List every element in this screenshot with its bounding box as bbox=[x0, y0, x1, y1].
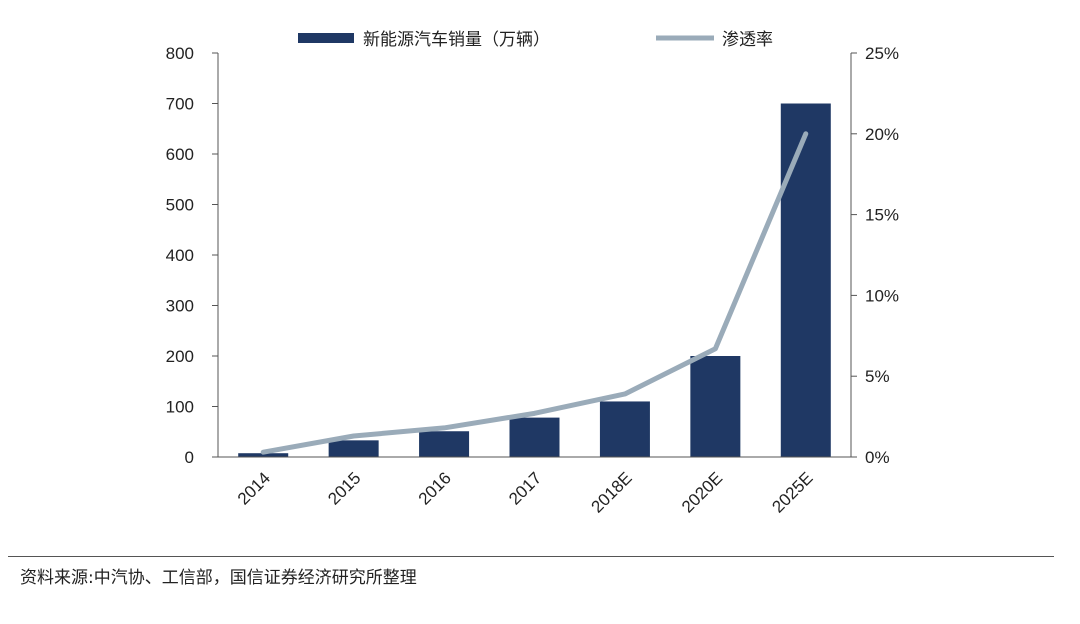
left-tick-label: 500 bbox=[166, 196, 194, 215]
left-tick-label: 400 bbox=[166, 246, 194, 265]
x-tick-label: 2014 bbox=[234, 468, 274, 508]
x-tick-label: 2017 bbox=[505, 468, 545, 508]
bar-series bbox=[238, 103, 831, 457]
x-tick-label: 2025E bbox=[768, 468, 816, 516]
bar bbox=[690, 356, 741, 457]
legend-line-label: 渗透率 bbox=[722, 30, 773, 50]
chart-svg: 新能源汽车销量（万辆） 渗透率 0 100 200 300 400 500 600 700 800… bbox=[166, 30, 899, 517]
right-tick-label: 0% bbox=[865, 448, 890, 467]
source-divider bbox=[8, 556, 1054, 557]
x-tick-label: 2016 bbox=[415, 468, 455, 508]
bar bbox=[780, 103, 831, 457]
legend: 新能源汽车销量（万辆） 渗透率 bbox=[298, 30, 773, 50]
right-tick-label: 15% bbox=[865, 206, 899, 225]
bar bbox=[599, 401, 650, 457]
left-tick-label: 700 bbox=[166, 95, 194, 114]
left-tick-label: 100 bbox=[166, 398, 194, 417]
left-tick-label: 300 bbox=[166, 297, 194, 316]
right-axis: 0% 5% 10% 15% 20% 25% bbox=[850, 44, 899, 467]
left-tick-label: 0 bbox=[185, 448, 194, 467]
x-tick-label: 2020E bbox=[678, 468, 726, 516]
x-axis: 2014 2015 2016 2017 2018E 2020E 2025E bbox=[218, 456, 851, 517]
x-tick-label: 2015 bbox=[324, 468, 364, 508]
right-tick-label: 25% bbox=[865, 44, 899, 63]
bar bbox=[328, 440, 379, 457]
x-tick-label: 2018E bbox=[588, 468, 636, 516]
left-axis: 0 100 200 300 400 500 600 700 800 bbox=[166, 44, 219, 467]
bar bbox=[238, 453, 289, 457]
right-tick-label: 10% bbox=[865, 286, 899, 305]
left-tick-label: 800 bbox=[166, 44, 194, 63]
legend-bar-swatch bbox=[298, 33, 354, 43]
left-tick-label: 200 bbox=[166, 347, 194, 366]
right-tick-label: 5% bbox=[865, 367, 890, 386]
legend-bar-label: 新能源汽车销量（万辆） bbox=[363, 30, 550, 50]
bar bbox=[419, 431, 470, 457]
source-note: 资料来源:中汽协、工信部，国信证券经济研究所整理 bbox=[20, 568, 417, 588]
line-series bbox=[260, 131, 809, 455]
bar bbox=[509, 417, 560, 457]
left-tick-label: 600 bbox=[166, 145, 194, 164]
right-tick-label: 20% bbox=[865, 125, 899, 144]
